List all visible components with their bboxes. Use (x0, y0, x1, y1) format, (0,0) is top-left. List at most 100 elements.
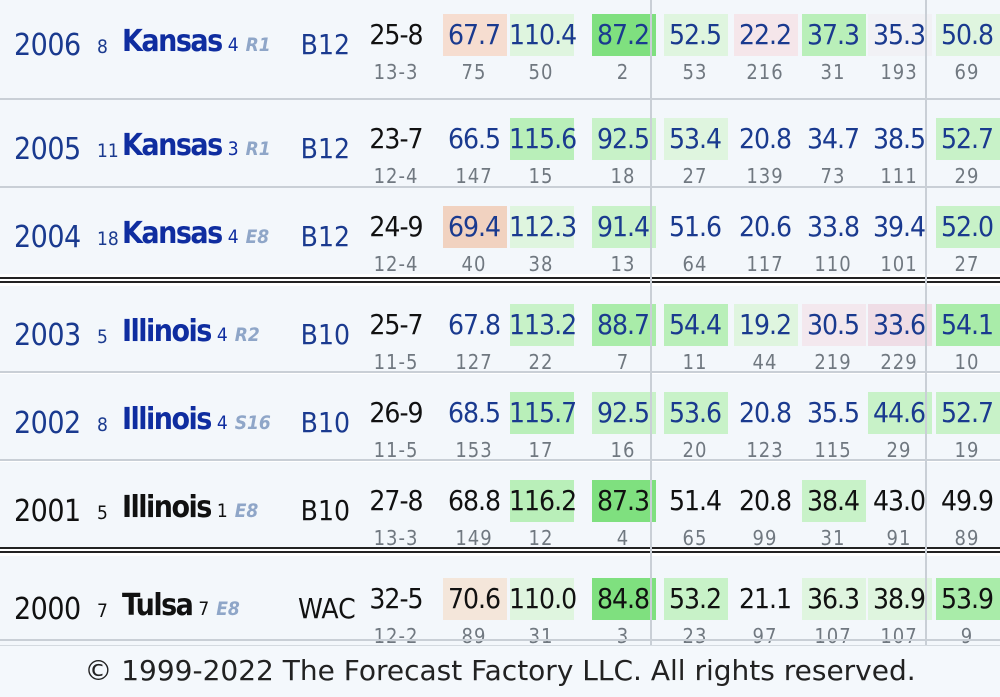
stat-shade (936, 304, 1000, 346)
win-loss-record: 25-7 (369, 308, 423, 341)
stat-value: 44.6 (872, 396, 926, 429)
year-cell: 2002 (14, 406, 81, 441)
team-name[interactable]: Kansas (122, 24, 223, 59)
stat-shade (868, 304, 932, 346)
conference-record: 12-4 (373, 164, 419, 188)
stat-shade (592, 14, 656, 56)
table-row[interactable]: 2003 5 Illinois 4 R2 B10 25-7 11-5 67.8 127 113.2 2… (0, 286, 1000, 374)
stat-shade (936, 118, 1000, 160)
stat-value: 53.4 (668, 122, 722, 155)
conference-link[interactable]: B12 (300, 28, 350, 61)
table-row[interactable]: 2001 5 Illinois 1 E8 B10 27-8 13-3 68.8 149 116.2 1… (0, 462, 1000, 550)
table-row[interactable]: 2002 8 Illinois 4 S16 B10 26-9 11-5 68.5 153 115.7… (0, 374, 1000, 462)
team-link[interactable]: Illinois 4 R2 (122, 314, 260, 349)
stat-value: 67.7 (447, 18, 501, 51)
stat-value: 84.8 (596, 582, 650, 615)
win-loss-record: 24-9 (369, 210, 423, 243)
conference-link[interactable]: B12 (300, 132, 350, 165)
group-divider (0, 547, 1000, 553)
stat-value: 43.0 (872, 484, 926, 517)
stat-value: 113.2 (509, 308, 577, 341)
year-cell: 2004 (14, 220, 81, 255)
stat-rank: 9 (960, 624, 974, 645)
stat-rank: 89 (954, 526, 980, 550)
team-link[interactable]: Kansas 4 E8 (122, 216, 269, 251)
tournament-seed: 3 (227, 138, 239, 160)
stat-shade (510, 14, 574, 56)
column-divider (650, 0, 652, 645)
stat-value: 88.7 (596, 308, 650, 341)
rank-cell: 5 (97, 502, 108, 524)
stat-shade (936, 578, 1000, 620)
team-link[interactable]: Kansas 4 R1 (122, 24, 271, 59)
team-name[interactable]: Illinois (122, 314, 212, 349)
stat-shade (592, 206, 656, 248)
stat-rank: 73 (820, 164, 846, 188)
table-row[interactable]: 2005 11 Kansas 3 R1 B12 23-7 12-4 66.5 147 115.6 15… (0, 100, 1000, 188)
stat-rank: 229 (880, 350, 918, 374)
tournament-seed: 1 (216, 500, 228, 522)
team-link[interactable]: Kansas 3 R1 (122, 128, 271, 163)
stat-rank: 110 (814, 252, 852, 276)
win-loss-record: 27-8 (369, 484, 423, 517)
stat-shade (734, 304, 798, 346)
stat-value: 35.5 (806, 396, 860, 429)
tournament-result: R1 (245, 138, 271, 160)
table-row[interactable]: 2004 18 Kansas 4 E8 B12 24-9 12-4 69.4 40 112.3 38 9… (0, 188, 1000, 276)
stat-value: 21.1 (738, 582, 792, 615)
stat-value: 38.5 (872, 122, 926, 155)
team-name[interactable]: Illinois (122, 402, 212, 437)
stat-rank: 10 (954, 350, 980, 374)
stat-rank: 15 (528, 164, 554, 188)
stat-value: 69.4 (447, 210, 501, 243)
year-cell: 2005 (14, 132, 81, 167)
team-link[interactable]: Illinois 1 E8 (122, 490, 258, 525)
rank-cell: 8 (97, 414, 108, 436)
copyright-text: © 1999-2022 The Forecast Factory LLC. Al… (84, 654, 916, 687)
stat-value: 50.8 (940, 18, 994, 51)
stat-rank: 153 (455, 438, 493, 462)
conference-link[interactable]: B12 (300, 220, 350, 253)
table-row[interactable]: 2006 8 Kansas 4 R1 B12 25-8 13-3 67.7 75 110.4 50 87… (0, 0, 1000, 98)
stat-rank: 7 (616, 350, 630, 374)
stat-shade (936, 14, 1000, 56)
conference-link[interactable]: B10 (300, 494, 350, 527)
row-divider (0, 98, 1000, 100)
stat-shade (443, 14, 507, 56)
team-name[interactable]: Illinois (122, 490, 212, 525)
conference-record: 12-2 (373, 624, 419, 645)
stat-rank: 193 (880, 60, 918, 84)
win-loss-record: 23-7 (369, 122, 423, 155)
stat-rank: 38 (528, 252, 554, 276)
rank-cell: 18 (97, 228, 119, 250)
team-name[interactable]: Kansas (122, 216, 223, 251)
tournament-seed: 4 (227, 34, 239, 56)
table-row[interactable]: 2000 7 Tulsa 7 E8 WAC 32-5 12-2 70.6 89 110.0 31 84.… (0, 556, 1000, 645)
conference-link[interactable]: B10 (300, 406, 350, 439)
stat-shade (664, 304, 728, 346)
row-divider (0, 639, 1000, 641)
stat-value: 38.9 (872, 582, 926, 615)
team-name[interactable]: Kansas (122, 128, 223, 163)
tournament-result: E8 (234, 500, 259, 522)
stat-shade (510, 206, 574, 248)
stat-value: 33.8 (806, 210, 860, 243)
stat-rank: 89 (461, 624, 487, 645)
stat-value: 91.4 (596, 210, 650, 243)
year-cell: 2001 (14, 494, 81, 529)
team-link[interactable]: Illinois 4 S16 (122, 402, 271, 437)
team-link[interactable]: Tulsa 7 E8 (122, 588, 240, 623)
stat-shade (592, 392, 656, 434)
conference-record: 12-4 (373, 252, 419, 276)
team-name[interactable]: Tulsa (122, 588, 194, 623)
stat-rank: 16 (610, 438, 636, 462)
conference-link[interactable]: WAC (298, 592, 356, 625)
stat-value: 51.4 (668, 484, 722, 517)
conference-record: 13-3 (373, 60, 419, 84)
year-cell: 2000 (14, 592, 81, 627)
row-divider (0, 459, 1000, 461)
stat-value: 19.2 (738, 308, 792, 341)
year-cell: 2003 (14, 318, 81, 353)
conference-link[interactable]: B10 (300, 318, 350, 351)
stat-value: 20.8 (738, 396, 792, 429)
